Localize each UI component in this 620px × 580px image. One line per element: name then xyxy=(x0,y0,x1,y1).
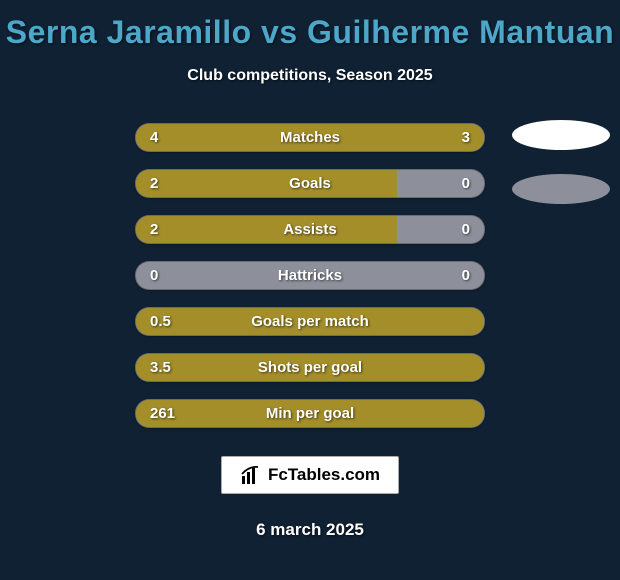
stat-row: 3.5Shots per goal xyxy=(135,353,485,382)
stat-label: Min per goal xyxy=(194,405,426,422)
stat-row: 2Goals0 xyxy=(135,169,485,198)
stat-value-left: 0.5 xyxy=(136,313,194,330)
stat-label: Goals per match xyxy=(194,313,426,330)
source-logo[interactable]: FcTables.com xyxy=(221,456,399,494)
stat-bars: 4Matches32Goals02Assists00Hattricks00.5G… xyxy=(135,123,485,428)
stat-value-right: 3 xyxy=(426,129,484,146)
stat-row: 2Assists0 xyxy=(135,215,485,244)
stat-row: 0.5Goals per match xyxy=(135,307,485,336)
stat-value-left: 0 xyxy=(136,267,194,284)
stat-value-left: 4 xyxy=(136,129,194,146)
comparison-card: Serna Jaramillo vs Guilherme Mantuan Clu… xyxy=(0,0,620,580)
stat-value-left: 261 xyxy=(136,405,194,422)
page-subtitle: Club competitions, Season 2025 xyxy=(187,67,432,85)
stat-value-left: 2 xyxy=(136,221,194,238)
stat-label: Matches xyxy=(194,129,426,146)
date-label: 6 march 2025 xyxy=(256,520,364,540)
player-right-group xyxy=(512,120,610,204)
bar-chart-icon xyxy=(240,464,262,486)
stat-value-right: 0 xyxy=(426,221,484,238)
stat-label: Hattricks xyxy=(194,267,426,284)
source-logo-text: FcTables.com xyxy=(268,465,380,485)
stat-row: 261Min per goal xyxy=(135,399,485,428)
stat-value-right: 0 xyxy=(426,175,484,192)
player-right-oval-2 xyxy=(512,174,610,204)
stat-row: 4Matches3 xyxy=(135,123,485,152)
stat-label: Shots per goal xyxy=(194,359,426,376)
stat-value-left: 2 xyxy=(136,175,194,192)
player-right-oval-1 xyxy=(512,120,610,150)
stat-label: Goals xyxy=(194,175,426,192)
chart-container: FFC 4Matches32Goals02Assists00Hattricks0… xyxy=(0,123,620,428)
page-title: Serna Jaramillo vs Guilherme Mantuan xyxy=(6,14,614,51)
stat-row: 0Hattricks0 xyxy=(135,261,485,290)
stat-value-right: 0 xyxy=(426,267,484,284)
stat-value-left: 3.5 xyxy=(136,359,194,376)
stat-label: Assists xyxy=(194,221,426,238)
